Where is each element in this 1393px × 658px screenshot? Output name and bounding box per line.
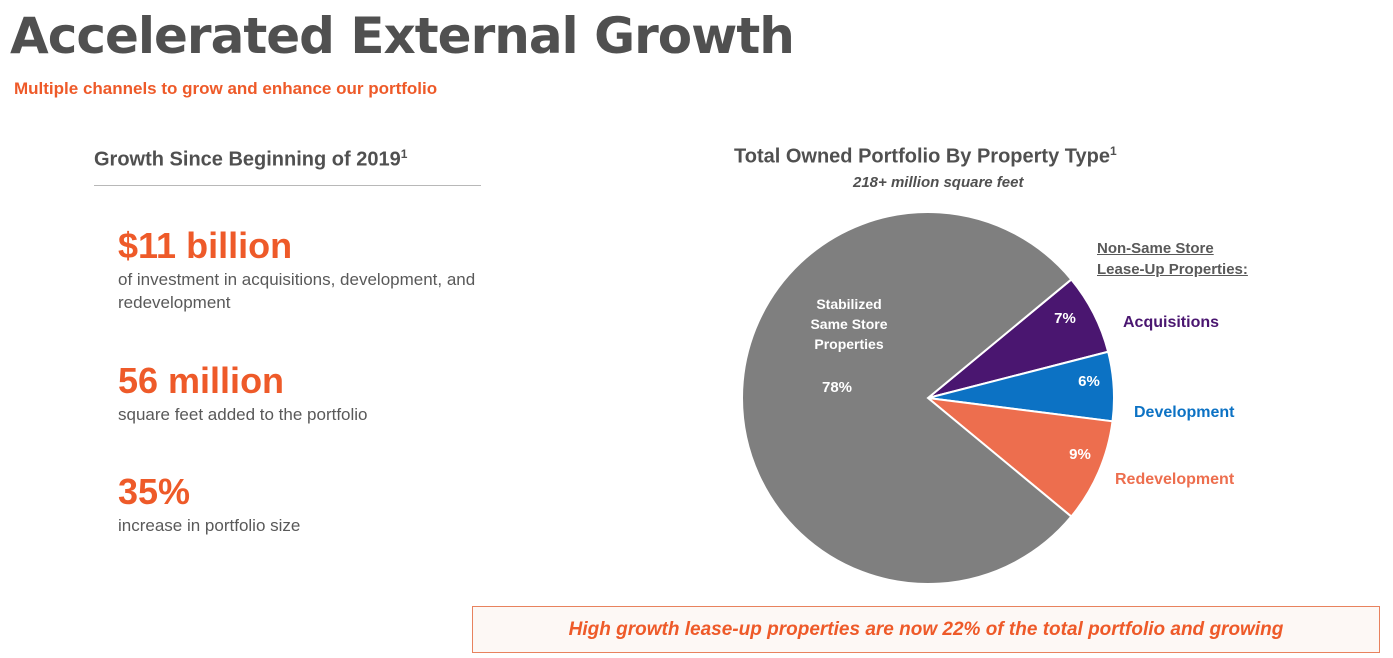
- pct-label-stabilized: 78%: [822, 379, 852, 396]
- pct-label-acquisitions: 7%: [1054, 310, 1076, 327]
- chart-title-footnote: 1: [1109, 144, 1117, 158]
- page-title: Accelerated External Growth: [10, 7, 795, 65]
- stat-value: $11 billion: [118, 225, 293, 266]
- non-same-store-label-line1: Non-Same Store: [1097, 240, 1214, 257]
- non-same-store-label-line2: Lease-Up Properties:: [1097, 261, 1248, 278]
- growth-header-footnote: 1: [400, 147, 408, 161]
- stat-square-feet: 56 million square feet added to the port…: [118, 361, 478, 426]
- slice-label-development: Development: [1134, 404, 1235, 421]
- stat-description: increase in portfolio size: [118, 516, 301, 535]
- pct-label-development: 6%: [1078, 373, 1100, 390]
- stat-portfolio-size: 35% increase in portfolio size: [118, 472, 478, 537]
- growth-header: Growth Since Beginning of 20191: [94, 147, 407, 172]
- stat-value: 35%: [118, 471, 191, 512]
- stat-value: 56 million: [118, 360, 285, 401]
- slice-label-stabilized-line: Same Store: [810, 316, 887, 332]
- slice-label-stabilized-line: Properties: [814, 336, 883, 352]
- growth-callout-box: High growth lease-up properties are now …: [472, 606, 1380, 653]
- chart-title-text: Total Owned Portfolio By Property Type: [734, 145, 1110, 168]
- slice-label-redevelopment: Redevelopment: [1115, 471, 1235, 488]
- chart-title: Total Owned Portfolio By Property Type1: [734, 144, 1117, 169]
- slice-label-stabilized-line: Stabilized: [816, 296, 881, 312]
- page-subtitle: Multiple channels to grow and enhance ou…: [14, 79, 438, 98]
- stat-description: square feet added to the portfolio: [118, 405, 368, 424]
- slice-label-acquisitions: Acquisitions: [1123, 314, 1219, 331]
- slice-stabilized-same-store: [741, 211, 1073, 585]
- growth-header-divider: [94, 185, 481, 186]
- stat-description: of investment in acquisitions, developme…: [118, 270, 476, 312]
- stat-investment: $11 billion of investment in acquisition…: [118, 226, 478, 314]
- non-same-store-label: Non-Same Store Lease-Up Properties:: [1097, 238, 1248, 280]
- growth-callout-text: High growth lease-up properties are now …: [568, 618, 1284, 640]
- pct-label-redevelopment: 9%: [1069, 446, 1091, 463]
- growth-header-text: Growth Since Beginning of 2019: [94, 148, 401, 171]
- chart-subtitle: 218+ million square feet: [853, 174, 1024, 191]
- slice-redevelopment: [924, 396, 1114, 518]
